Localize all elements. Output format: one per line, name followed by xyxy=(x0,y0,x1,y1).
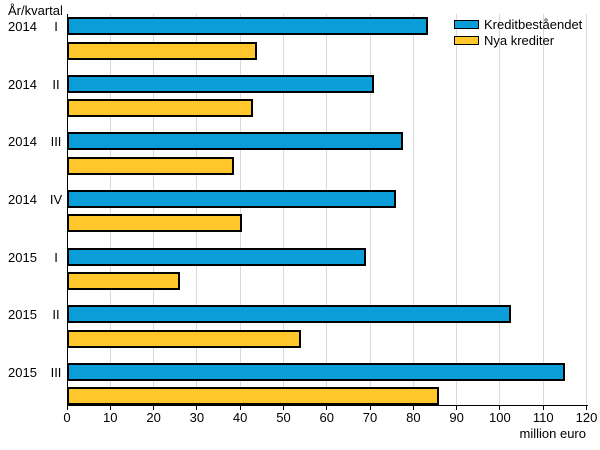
category-label-year: 2014 xyxy=(8,134,37,150)
category-label-year: 2014 xyxy=(8,191,37,207)
x-axis-tick xyxy=(239,405,241,410)
x-axis-tick xyxy=(196,405,198,410)
x-axis-tick-label: 80 xyxy=(406,410,421,425)
category-label-quarter: I xyxy=(54,249,58,265)
x-axis-tick-label: 0 xyxy=(63,410,71,425)
legend: Kreditbeståendet Nya krediter xyxy=(454,16,582,48)
x-axis-tick xyxy=(282,405,284,410)
x-axis-unit-label: million euro xyxy=(519,426,586,441)
bar-kreditbestaendet xyxy=(67,74,375,93)
x-axis-tick-label: 60 xyxy=(319,410,334,425)
category-label-quarter: II xyxy=(52,76,60,92)
bar-kreditbestaendet xyxy=(67,247,366,266)
gridline xyxy=(153,14,155,405)
bar-nya-krediter xyxy=(67,329,301,348)
bar-kreditbestaendet xyxy=(67,305,511,324)
x-axis-tick xyxy=(369,405,371,410)
category-label-year: 2014 xyxy=(8,76,37,92)
x-axis-tick-label: 70 xyxy=(362,410,378,425)
category-label-quarter: II xyxy=(52,307,60,323)
x-axis-tick-label: 30 xyxy=(189,410,205,425)
bar-kreditbestaendet xyxy=(67,17,429,35)
gridline xyxy=(282,14,284,405)
bar-nya-krediter xyxy=(67,41,258,60)
x-axis-tick xyxy=(586,405,587,410)
x-axis-tick-label: 40 xyxy=(232,410,248,425)
category-label-year: 2014 xyxy=(8,19,37,34)
gridline xyxy=(542,14,544,405)
category-label-quarter: IV xyxy=(49,191,63,207)
x-axis-tick-label: 20 xyxy=(146,410,161,425)
category-label-year: 2015 xyxy=(8,307,37,323)
legend-item-nya-krediter: Nya krediter xyxy=(454,32,582,48)
bar-kreditbestaendet xyxy=(67,362,565,381)
x-axis-tick xyxy=(456,405,458,410)
gridline xyxy=(456,14,458,405)
legend-swatch-yellow xyxy=(454,35,479,45)
x-axis-tick-label: 110 xyxy=(532,410,554,425)
category-label-year: 2015 xyxy=(8,249,37,265)
x-axis-line xyxy=(67,405,588,406)
x-axis-tick-label: 100 xyxy=(489,410,511,425)
x-axis-tick-label: 10 xyxy=(103,410,118,425)
x-axis-tick-label: 120 xyxy=(575,410,598,425)
category-label-quarter: III xyxy=(50,134,62,150)
x-axis-tick xyxy=(412,405,414,410)
category-label-quarter: III xyxy=(50,364,62,380)
bar-kreditbestaendet xyxy=(67,132,403,151)
bar-nya-krediter xyxy=(67,387,440,406)
x-axis-tick-label: 50 xyxy=(276,410,291,425)
category-label-year: 2015 xyxy=(8,364,37,380)
x-axis-tick xyxy=(153,405,155,410)
x-axis-tick xyxy=(109,405,111,410)
chart-title: År/kvartal xyxy=(8,3,63,18)
gridline xyxy=(196,14,198,405)
x-axis-tick-label: 90 xyxy=(449,410,464,425)
bar-nya-krediter xyxy=(67,99,254,118)
x-axis-tick xyxy=(542,405,544,410)
gridline xyxy=(326,14,328,405)
x-axis-tick xyxy=(326,405,328,410)
gridline xyxy=(412,14,414,405)
legend-item-kreditbestaendet: Kreditbeståendet xyxy=(454,16,582,32)
bar-nya-krediter xyxy=(67,156,234,175)
x-axis-tick xyxy=(66,405,68,410)
gridline xyxy=(239,14,241,405)
legend-label-kreditbestaendet: Kreditbeståendet xyxy=(484,16,583,32)
gridline xyxy=(586,14,587,405)
gridline xyxy=(369,14,371,405)
gridline xyxy=(109,14,111,405)
legend-swatch-blue xyxy=(454,19,479,29)
y-axis-line xyxy=(67,14,68,405)
category-label-quarter: I xyxy=(54,19,58,34)
bar-nya-krediter xyxy=(67,272,180,291)
bar-nya-krediter xyxy=(67,214,243,233)
legend-label-nya-krediter: Nya krediter xyxy=(484,32,555,48)
gridline xyxy=(499,14,501,405)
x-axis-tick xyxy=(499,405,501,410)
bar-kreditbestaendet xyxy=(67,189,397,208)
